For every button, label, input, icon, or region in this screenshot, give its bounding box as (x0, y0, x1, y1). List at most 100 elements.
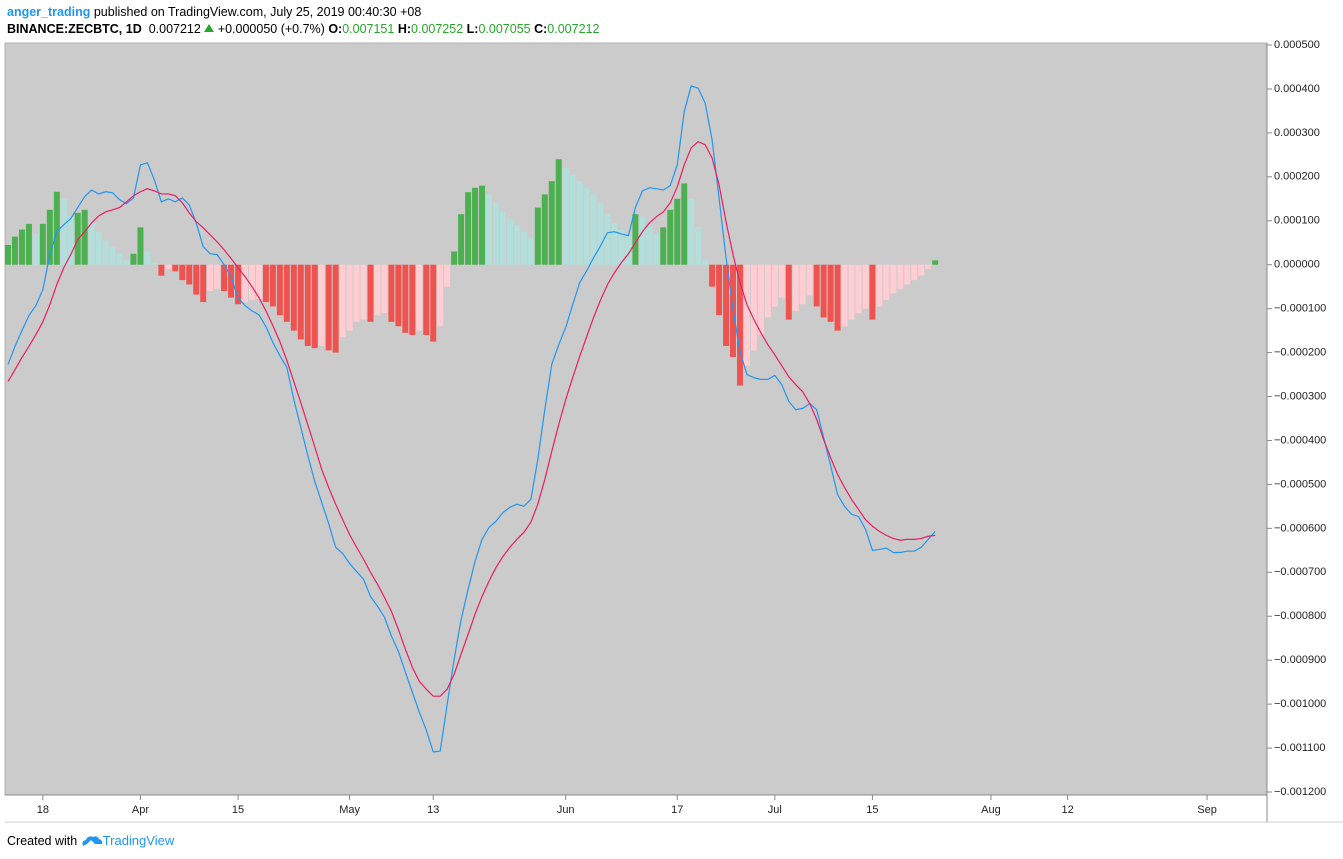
brand[interactable]: TradingView (102, 833, 175, 848)
histogram-bar (799, 264, 806, 305)
histogram-bar (332, 264, 339, 353)
histogram-bar (764, 264, 771, 318)
histogram-bar (276, 264, 283, 316)
ohlc-label: C: (534, 22, 548, 36)
histogram-bar (200, 264, 207, 303)
histogram-bar (869, 264, 876, 320)
change: +0.000050 (+0.7%) (217, 22, 325, 36)
histogram-bar (360, 264, 367, 320)
histogram-bar (820, 264, 827, 318)
histogram-bar (437, 264, 444, 327)
x-tick-label: 12 (1061, 804, 1073, 816)
histogram-bar (214, 264, 221, 289)
y-tick-label: 0.000500 (1274, 39, 1320, 51)
histogram-bar (862, 264, 869, 309)
histogram-bar (555, 159, 562, 265)
histogram-bar (179, 264, 186, 281)
histogram-bar (325, 264, 332, 351)
histogram-bar (548, 181, 555, 265)
histogram-bar (144, 251, 151, 265)
author[interactable]: anger_trading (7, 5, 91, 19)
symbol: BINANCE:ZECBTC, 1D (7, 22, 142, 36)
ohlc-value: 0.007252 (411, 22, 464, 36)
histogram-bar (458, 214, 465, 265)
histogram-bar (778, 264, 785, 298)
histogram-bar (534, 207, 541, 265)
y-tick-label: 0.000100 (1274, 215, 1320, 227)
histogram-bar (158, 264, 165, 276)
histogram-bar (904, 264, 911, 285)
y-tick-label: −0.000900 (1274, 654, 1326, 666)
histogram-bar (465, 192, 472, 265)
x-tick-label: 15 (232, 804, 244, 816)
y-tick-label: −0.000600 (1274, 522, 1326, 534)
histogram-bar (827, 264, 834, 322)
histogram-bar (116, 253, 123, 265)
x-tick-label: Jun (557, 804, 575, 816)
histogram-bar (235, 264, 242, 305)
x-tick-label: Jul (768, 804, 782, 816)
publish-line: anger_trading published on TradingView.c… (7, 4, 599, 21)
histogram-bar (709, 264, 716, 287)
y-tick-label: −0.001200 (1274, 786, 1326, 798)
histogram-bar (207, 264, 214, 292)
y-tick-label: −0.001000 (1274, 698, 1326, 710)
pane (4, 42, 1268, 796)
ohlc-value: 0.007151 (342, 22, 395, 36)
histogram-bar (290, 264, 297, 331)
ohlc-value: 0.007055 (478, 22, 531, 36)
y-tick-label: −0.000800 (1274, 610, 1326, 622)
histogram-bar (611, 222, 618, 265)
up-arrow (204, 24, 215, 32)
histogram-bar (639, 216, 646, 265)
histogram-bar (228, 264, 235, 298)
histogram-bar (32, 233, 39, 265)
histogram-bar (681, 183, 688, 265)
x-tick-label: May (339, 804, 360, 816)
histogram-bar (53, 191, 60, 265)
histogram-bar (653, 233, 660, 265)
chart: 0.000500 0.000400 0.000300 0.000200 0.000100… (4, 39, 1343, 823)
x-tick-label: Apr (132, 804, 149, 816)
ohlc-label: O: (328, 22, 343, 36)
x-tick-label: 18 (37, 804, 49, 816)
header: anger_trading published on TradingView.c… (7, 4, 599, 38)
histogram-bar (757, 264, 764, 336)
histogram-bar (932, 260, 939, 265)
histogram-bar (318, 264, 325, 346)
histogram-bar (60, 198, 67, 265)
histogram-bar (911, 264, 918, 281)
histogram-bar (506, 218, 513, 265)
histogram-bar (109, 247, 116, 265)
histogram-bar (883, 264, 890, 300)
histogram-bar (625, 236, 632, 265)
y-tick-label: −0.000200 (1274, 346, 1326, 358)
histogram-bar (423, 264, 430, 336)
x-tick-label: 13 (427, 804, 439, 816)
histogram-bar (520, 231, 527, 265)
histogram-bar (472, 187, 479, 265)
histogram-bar (430, 264, 437, 342)
histogram-bar (897, 264, 904, 289)
ohlc-label: L: (466, 22, 479, 36)
histogram-bar (569, 174, 576, 265)
histogram-bar (242, 264, 249, 303)
histogram-bar (25, 223, 32, 265)
histogram-bar (395, 264, 402, 327)
histogram-bar (667, 209, 674, 265)
histogram-bar (81, 209, 88, 265)
histogram-bar (736, 264, 743, 386)
histogram-bar (269, 264, 276, 307)
line (7, 140, 936, 697)
y-tick-label: −0.001100 (1274, 742, 1326, 754)
last: 0.007212 (148, 22, 201, 36)
y-tick-label: 0.000300 (1274, 127, 1320, 139)
histogram-bar (374, 264, 381, 316)
x-tick-label: 15 (866, 804, 878, 816)
histogram-bar (486, 194, 492, 265)
ohlc-label: H: (397, 22, 412, 36)
histogram-bar (304, 264, 311, 346)
y-tick-label: 0.000000 (1274, 259, 1320, 271)
histogram-bar (353, 264, 360, 322)
histogram-bar (855, 264, 862, 314)
